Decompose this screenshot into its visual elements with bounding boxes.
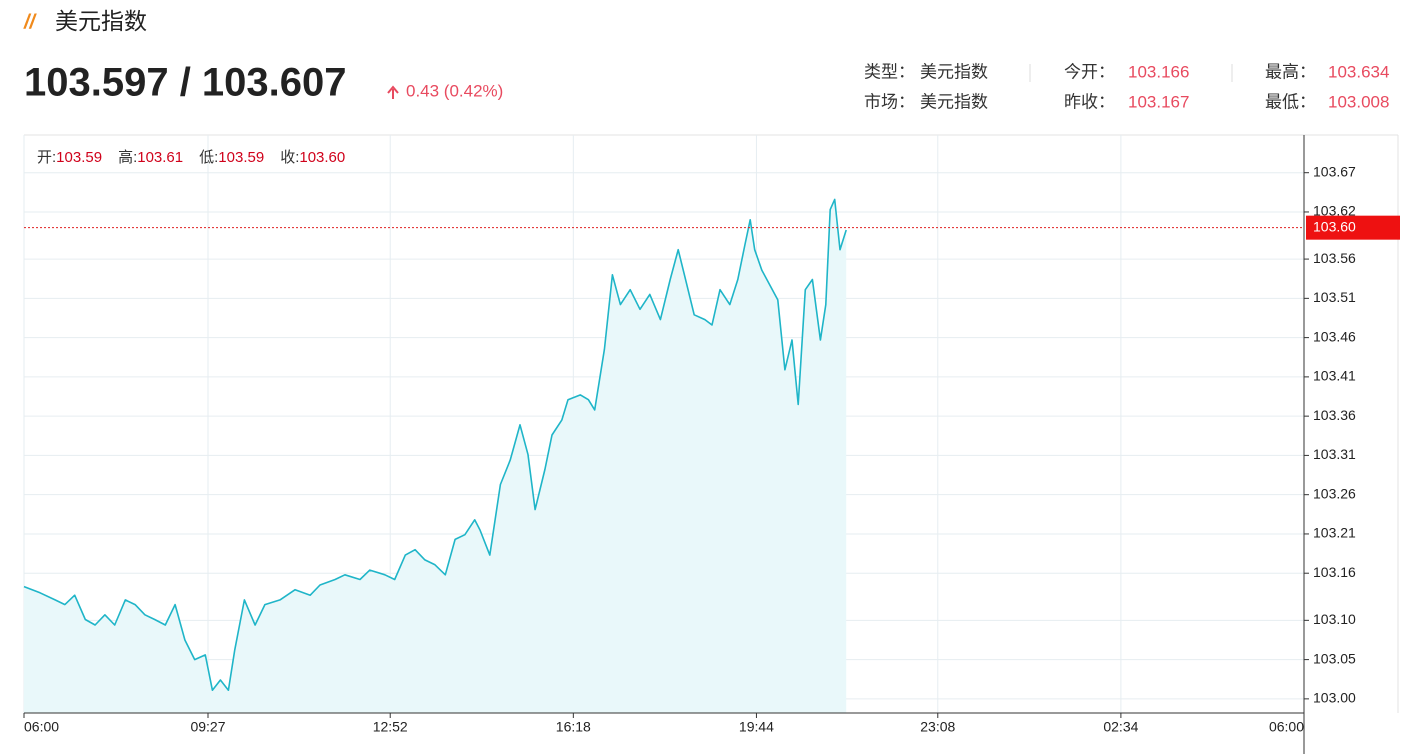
y-tick-label: 103.56 xyxy=(1313,250,1356,266)
y-tick-label: 103.46 xyxy=(1313,328,1356,344)
stat-label: 最高： xyxy=(1265,62,1316,81)
stat-value: 103.166 xyxy=(1128,62,1189,81)
x-tick-label: 06:00 xyxy=(1269,719,1304,735)
stat-label: 昨收： xyxy=(1064,92,1115,111)
ohlc-value: 103.59 xyxy=(56,149,102,166)
title: 美元指数 xyxy=(55,8,147,34)
y-tick-label: 103.21 xyxy=(1313,525,1356,541)
y-tick-label: 103.16 xyxy=(1313,564,1356,580)
last-price-label: 103.60 xyxy=(1313,218,1356,234)
ohlc-value: 103.60 xyxy=(299,149,345,166)
x-tick-label: 16:18 xyxy=(556,719,591,735)
last-price-tag xyxy=(1306,215,1400,240)
ohlc-value: 103.59 xyxy=(218,149,264,166)
x-tick-label: 02:34 xyxy=(1103,719,1138,735)
y-tick-label: 103.05 xyxy=(1313,650,1356,666)
stat-value: 103.634 xyxy=(1328,62,1389,81)
stat-label: 今开： xyxy=(1064,62,1115,81)
y-tick-label: 103.67 xyxy=(1313,163,1356,179)
x-tick-label: 09:27 xyxy=(190,719,225,735)
y-tick-label: 103.62 xyxy=(1313,203,1356,219)
x-tick-label: 23:08 xyxy=(920,719,955,735)
stat-value: 103.167 xyxy=(1128,92,1189,111)
stat-label: 最低： xyxy=(1265,92,1316,111)
stat-label: 类型： xyxy=(864,62,915,81)
y-tick-label: 103.10 xyxy=(1313,611,1356,627)
ohlc-label: 收: xyxy=(280,149,299,166)
y-tick-label: 103.00 xyxy=(1313,690,1356,706)
price-line xyxy=(23,198,847,691)
ohlc-value: 103.61 xyxy=(137,149,183,166)
ohlc-label: 低: xyxy=(199,149,218,166)
price: 103.597 / 103.607 xyxy=(24,61,347,105)
y-tick-label: 103.31 xyxy=(1313,446,1356,462)
stat-value: 美元指数 xyxy=(920,62,988,81)
y-tick-label: 103.26 xyxy=(1313,485,1356,501)
ohlc-label: 开: xyxy=(37,149,56,166)
y-tick-label: 103.36 xyxy=(1313,407,1356,423)
x-tick-label: 06:00 xyxy=(24,719,59,735)
stat-label: 市场： xyxy=(864,92,915,111)
x-tick-label: 19:44 xyxy=(739,719,774,735)
ohlc-label: 高: xyxy=(118,149,137,166)
stat-value: 美元指数 xyxy=(920,92,988,111)
up-arrow xyxy=(387,85,399,99)
x-tick-label: 12:52 xyxy=(373,719,408,735)
logo-mark: // xyxy=(23,11,38,33)
change: 0.43 (0.42%) xyxy=(406,81,503,100)
plot xyxy=(23,198,1304,713)
area-fill xyxy=(24,199,847,713)
stat-value: 103.008 xyxy=(1328,92,1389,111)
y-tick-label: 103.41 xyxy=(1313,368,1356,384)
y-tick-label: 103.51 xyxy=(1313,289,1356,305)
